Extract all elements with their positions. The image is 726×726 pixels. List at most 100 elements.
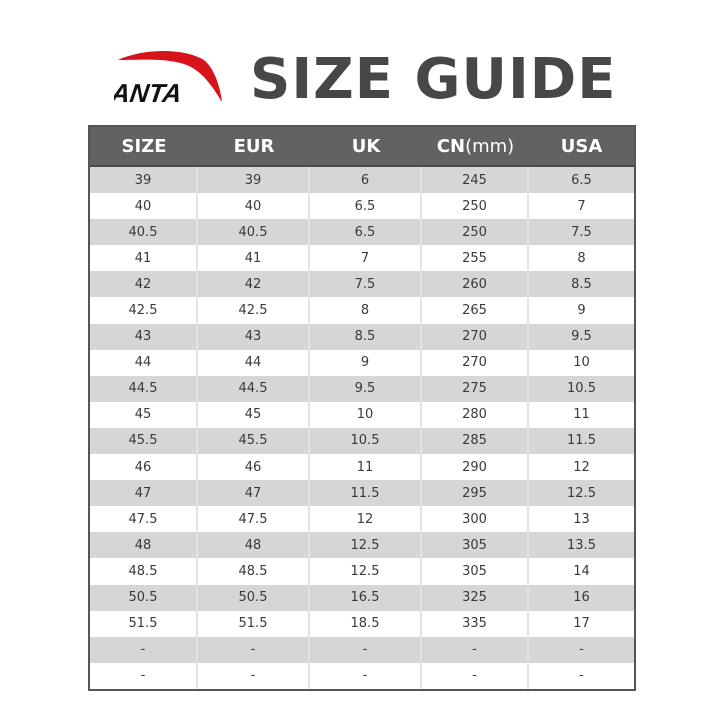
cell-cn: 280 xyxy=(422,401,529,428)
table-row: ----- xyxy=(90,662,634,689)
table-row: 46 46 11 290 12 xyxy=(90,454,634,481)
cell-uk: 12.5 xyxy=(310,558,422,585)
cell-eur: 45 xyxy=(198,401,310,428)
cell-size: 40 xyxy=(90,193,198,220)
header-cn-unit: (mm) xyxy=(465,135,515,157)
cell-eur: 44.5 xyxy=(198,375,310,402)
cell-usa: 12 xyxy=(573,459,590,475)
cell-size: - xyxy=(90,636,198,663)
cell-size: 51.5 xyxy=(90,610,198,637)
cell-uk: 11 xyxy=(310,454,422,481)
cell-cn: 270 xyxy=(422,323,529,350)
cell-size: 43 xyxy=(90,323,198,350)
cell-usa: 12.5 xyxy=(567,485,596,501)
cell-usa: 16 xyxy=(573,590,590,606)
cell-eur: 43 xyxy=(198,323,310,350)
cell-size: 48 xyxy=(90,532,198,559)
cell-size: 50.5 xyxy=(90,584,198,611)
cell-uk: 9.5 xyxy=(310,375,422,402)
cell-eur: 42 xyxy=(198,271,310,298)
table-row: 50.5 50.5 16.5 325 16 xyxy=(90,584,634,611)
cell-uk: 9 xyxy=(310,349,422,376)
size-table: SIZE EUR UK CN (mm) USA 39 39 6 245 6.5 40 40 6.… xyxy=(88,125,636,691)
cell-usa: 8 xyxy=(577,250,586,266)
cell-usa: - xyxy=(579,642,584,658)
anta-logo: ANTA xyxy=(114,51,222,106)
cell-size: 44.5 xyxy=(90,375,198,402)
table-row: ----- xyxy=(90,636,634,663)
cell-size: 44 xyxy=(90,349,198,376)
cell-usa: 11.5 xyxy=(567,433,596,449)
cell-uk: 6 xyxy=(310,167,422,194)
cell-cn: 305 xyxy=(422,558,529,585)
header-cn: CN (mm) xyxy=(422,127,529,165)
cell-size: 46 xyxy=(90,454,198,481)
cell-usa: - xyxy=(579,668,584,684)
header-usa: USA xyxy=(560,135,603,157)
table-row: 41 41 7 255 8 xyxy=(90,245,634,272)
cell-cn: 275 xyxy=(422,375,529,402)
cell-uk: 6.5 xyxy=(310,219,422,246)
table-header: SIZE EUR UK CN (mm) USA xyxy=(90,127,634,167)
cell-eur: 50.5 xyxy=(198,584,310,611)
cell-usa: 9.5 xyxy=(571,329,592,345)
header-cn-label: CN xyxy=(436,135,466,157)
cell-eur: 39 xyxy=(198,167,310,194)
cell-cn: 290 xyxy=(422,454,529,481)
cell-usa: 8.5 xyxy=(571,276,592,292)
table-row: 40 40 6.5 250 7 xyxy=(90,193,634,220)
cell-cn: 245 xyxy=(422,167,529,194)
cell-cn: 295 xyxy=(422,480,529,507)
cell-cn: 285 xyxy=(422,427,529,455)
cell-cn: 250 xyxy=(422,219,529,246)
cell-size: - xyxy=(90,662,198,689)
cell-cn: 255 xyxy=(422,245,529,272)
svg-text:ANTA: ANTA xyxy=(114,78,184,106)
cell-size: 42 xyxy=(90,271,198,298)
table-row: 47.5 47.5 12 300 13 xyxy=(90,506,634,533)
cell-size: 47 xyxy=(90,480,198,507)
cell-uk: 11.5 xyxy=(310,480,422,507)
cell-size: 41 xyxy=(90,245,198,272)
cell-usa: 13 xyxy=(573,511,590,527)
cell-uk: 8.5 xyxy=(310,323,422,350)
cell-usa: 10.5 xyxy=(567,381,596,397)
table-row: 44.5 44.5 9.5 275 10.5 xyxy=(90,375,634,402)
cell-uk: 16.5 xyxy=(310,584,422,611)
table-body: 39 39 6 245 6.5 40 40 6.5 250 7 40.5 40.5 6.5 250 7.5 4… xyxy=(90,167,634,689)
cell-usa: 6.5 xyxy=(571,172,592,188)
cell-eur: 51.5 xyxy=(198,610,310,637)
cell-eur: 47.5 xyxy=(198,506,310,533)
cell-eur: 41 xyxy=(198,245,310,272)
cell-uk: - xyxy=(310,662,422,689)
cell-size: 47.5 xyxy=(90,506,198,533)
cell-usa: 7.5 xyxy=(571,224,592,240)
cell-uk: 10.5 xyxy=(310,427,422,455)
table-row: 40.5 40.5 6.5 250 7.5 xyxy=(90,219,634,246)
cell-uk: 6.5 xyxy=(310,193,422,220)
cell-eur: - xyxy=(198,662,310,689)
header-uk: UK xyxy=(351,135,381,157)
cell-eur: - xyxy=(198,636,310,663)
cell-size: 42.5 xyxy=(90,297,198,324)
cell-size: 40.5 xyxy=(90,219,198,246)
table-row: 48.5 48.5 12.5 305 14 xyxy=(90,558,634,585)
cell-eur: 47 xyxy=(198,480,310,507)
cell-uk: 12.5 xyxy=(310,532,422,559)
table-row: 43 43 8.5 270 9.5 xyxy=(90,323,634,350)
cell-cn: 260 xyxy=(422,271,529,298)
cell-cn: 265 xyxy=(422,297,529,324)
cell-size: 45 xyxy=(90,401,198,428)
cell-usa: 13.5 xyxy=(567,537,596,553)
cell-eur: 45.5 xyxy=(198,427,310,455)
cell-cn: 305 xyxy=(422,532,529,559)
cell-uk: - xyxy=(310,636,422,663)
cell-uk: 18.5 xyxy=(310,610,422,637)
cell-cn: - xyxy=(422,636,529,663)
cell-size: 45.5 xyxy=(90,427,198,455)
table-row: 48 48 12.5 305 13.5 xyxy=(90,532,634,559)
cell-cn: 325 xyxy=(422,584,529,611)
cell-size: 39 xyxy=(90,167,198,194)
cell-eur: 44 xyxy=(198,349,310,376)
cell-eur: 48.5 xyxy=(198,558,310,585)
